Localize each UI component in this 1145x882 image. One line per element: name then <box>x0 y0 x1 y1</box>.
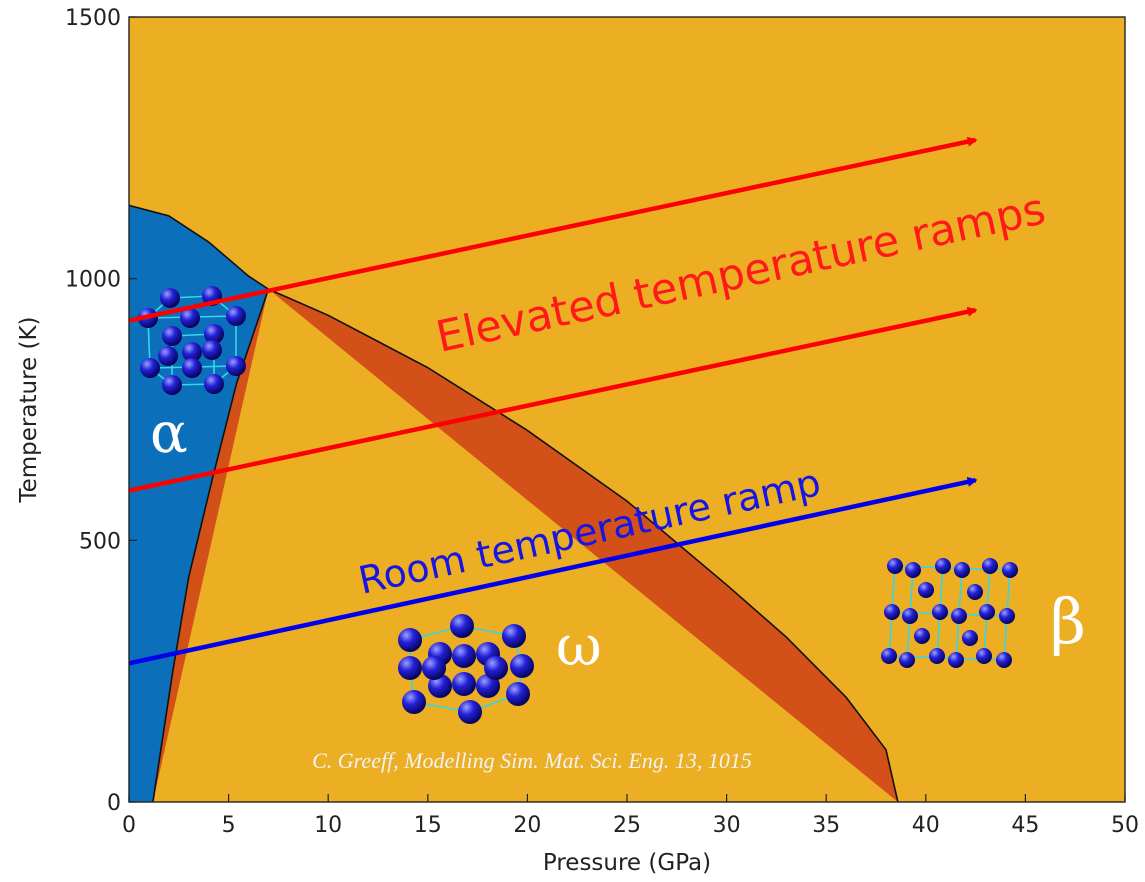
atom <box>398 656 422 680</box>
atom <box>951 608 967 624</box>
beta-region <box>129 17 1125 802</box>
x-tick-label: 50 <box>1111 813 1139 838</box>
atom <box>202 340 222 360</box>
atom <box>506 682 530 706</box>
alpha-structure <box>138 286 246 395</box>
y-tick-label: 500 <box>79 529 121 554</box>
atom <box>899 652 915 668</box>
atom <box>422 656 446 680</box>
atom <box>160 288 180 308</box>
atom <box>884 604 900 620</box>
atom <box>902 608 918 624</box>
citation-text: C. Greeff, Modelling Sim. Mat. Sci. Eng.… <box>312 748 752 773</box>
beta-structure <box>881 558 1018 668</box>
alpha-beta-boundary <box>129 204 269 290</box>
x-tick-label: 30 <box>713 813 741 838</box>
atom <box>452 644 476 668</box>
atom <box>158 346 178 366</box>
atom <box>182 342 202 362</box>
atom <box>204 374 224 394</box>
atom <box>954 562 970 578</box>
atom <box>180 308 200 328</box>
atom <box>967 584 983 600</box>
atom <box>999 608 1015 624</box>
atom <box>458 700 482 724</box>
atom <box>935 558 951 574</box>
alpha-omega-boundary <box>152 288 270 802</box>
x-tick-label: 25 <box>613 813 641 838</box>
x-tick-label: 15 <box>414 813 442 838</box>
atom <box>162 375 182 395</box>
alpha-label: α <box>150 401 188 466</box>
x-tick-label: 10 <box>314 813 342 838</box>
atom <box>982 558 998 574</box>
x-tick-label: 0 <box>122 813 136 838</box>
atom <box>881 648 897 664</box>
beta-label: β <box>1050 585 1086 658</box>
atom <box>452 672 476 696</box>
atom <box>932 604 948 620</box>
ramp-arrow-1 <box>128 136 978 323</box>
atom <box>402 690 426 714</box>
omega-structure <box>398 614 534 724</box>
atom <box>510 654 534 678</box>
atom <box>929 648 945 664</box>
y-tick-label: 1000 <box>65 268 121 293</box>
x-tick-label: 5 <box>222 813 236 838</box>
x-tick-label: 35 <box>812 813 840 838</box>
x-tick-label: 45 <box>1011 813 1039 838</box>
ramp-arrow-2 <box>128 306 978 493</box>
atom <box>918 582 934 598</box>
atom <box>450 614 474 638</box>
atom <box>962 630 978 646</box>
omega-label: ω <box>556 614 602 679</box>
atom <box>948 652 964 668</box>
y-tick-label: 0 <box>107 791 121 816</box>
atom <box>502 624 526 648</box>
y-tick-label: 1500 <box>65 6 121 31</box>
atom <box>226 356 246 376</box>
atom <box>204 324 224 344</box>
atom <box>484 656 508 680</box>
atom <box>979 604 995 620</box>
atom <box>162 326 182 346</box>
ramp-arrow-3 <box>128 476 978 666</box>
x-tick-label: 20 <box>513 813 541 838</box>
x-axis-title: Pressure (GPa) <box>543 850 711 876</box>
atom <box>182 358 202 378</box>
x-tick-label: 40 <box>912 813 940 838</box>
atom <box>140 358 160 378</box>
atom <box>476 674 500 698</box>
atom <box>1002 562 1018 578</box>
atom <box>914 628 930 644</box>
atom <box>226 306 246 326</box>
atom <box>398 628 422 652</box>
atom <box>887 558 903 574</box>
y-axis-title: Temperature (K) <box>16 316 42 503</box>
atom <box>905 562 921 578</box>
atom <box>976 648 992 664</box>
atom <box>996 652 1012 668</box>
